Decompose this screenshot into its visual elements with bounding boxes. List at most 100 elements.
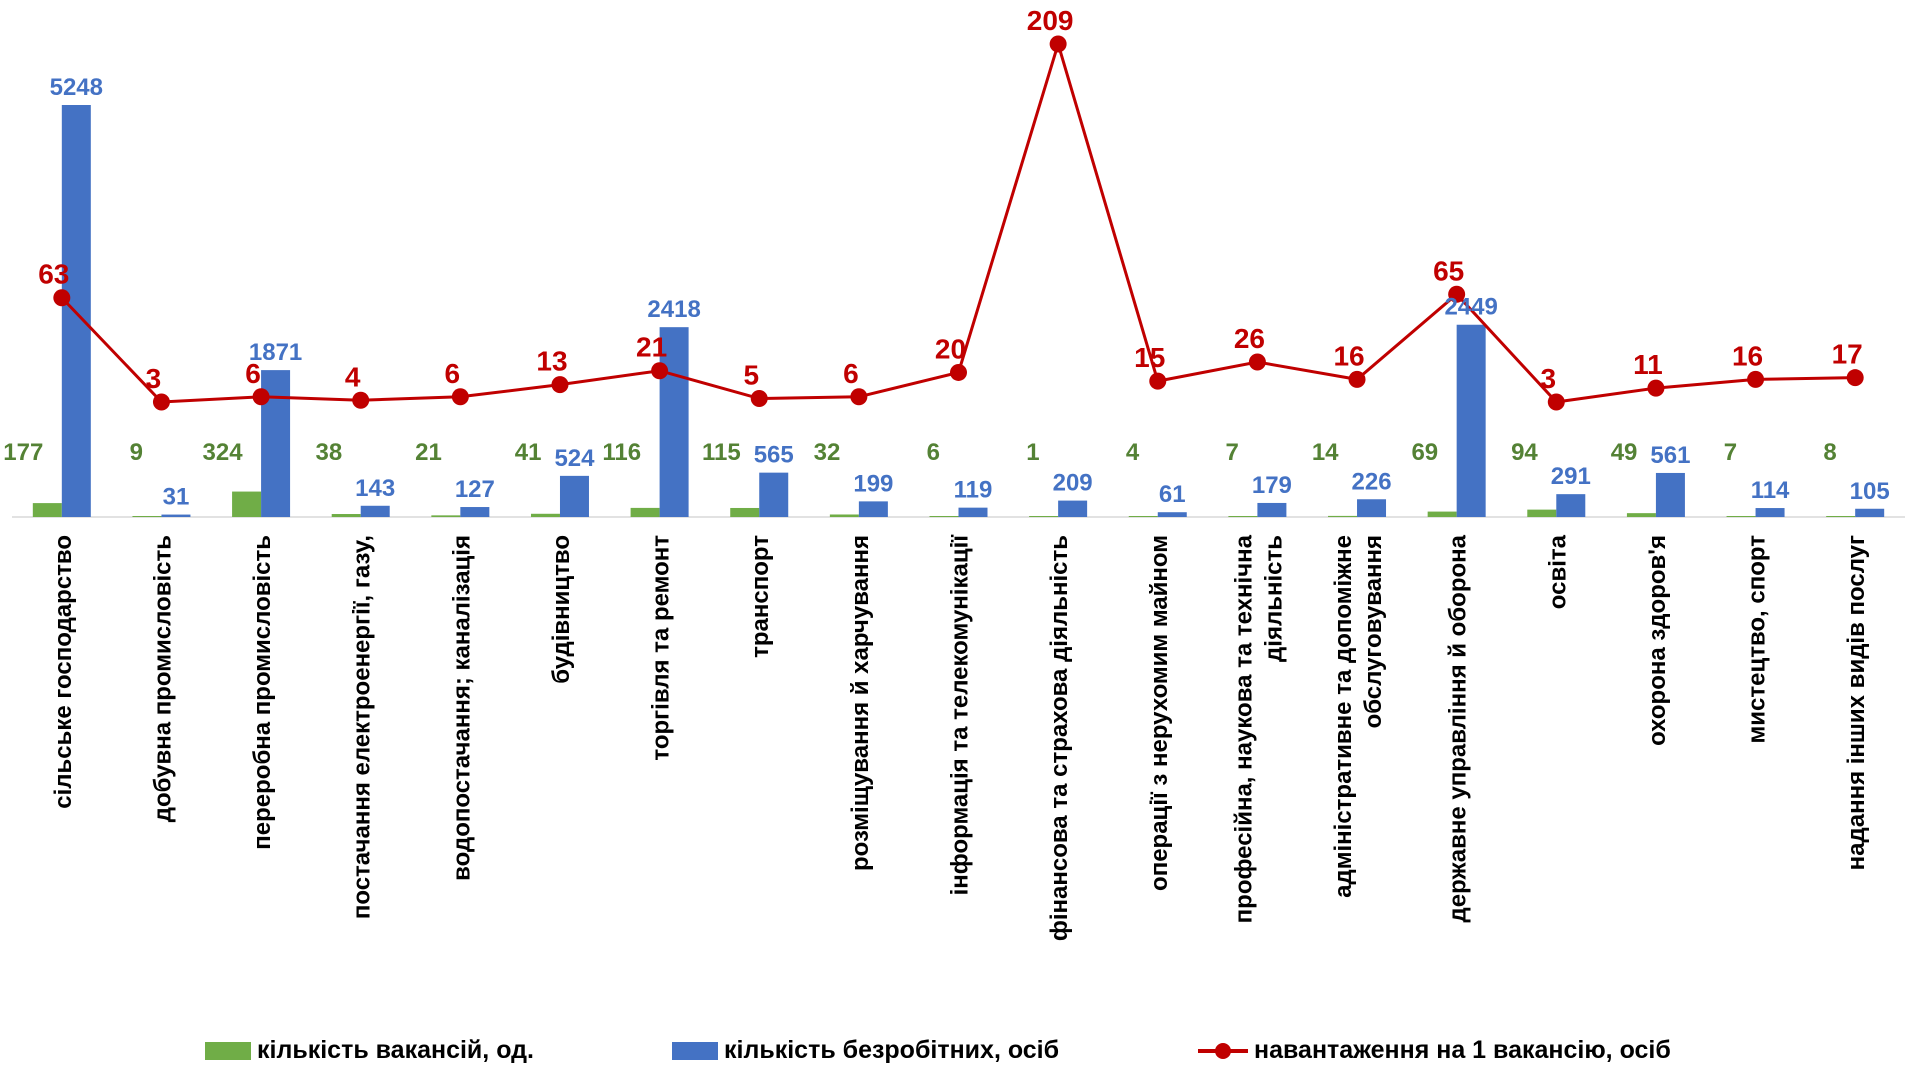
data-label-vacancies: 14 bbox=[1312, 439, 1339, 466]
data-label-vacancies: 115 bbox=[702, 439, 741, 466]
x-tick-label: надання інших видів послуг bbox=[1843, 535, 1870, 870]
bar-unemployed bbox=[1157, 512, 1187, 517]
data-label-vacancies: 8 bbox=[1823, 439, 1836, 466]
x-tick-label: розміщування й харчування bbox=[847, 535, 874, 871]
data-label-unemployed: 226 bbox=[1352, 468, 1392, 495]
x-tick-label: добувна промисловість bbox=[149, 535, 176, 822]
bar-unemployed bbox=[759, 472, 789, 517]
bar-vacancies bbox=[829, 514, 859, 517]
x-tick-label: постачання електроенергії, газу, bbox=[349, 535, 376, 919]
x-tick-label: обслуговування bbox=[1360, 535, 1387, 728]
data-label-unemployed: 291 bbox=[1551, 463, 1591, 490]
bar-vacancies bbox=[132, 516, 162, 517]
data-label-unemployed: 209 bbox=[1053, 470, 1093, 497]
data-label-unemployed: 143 bbox=[355, 475, 395, 502]
legend-item-unemployed: кількість безробітних, осіб bbox=[672, 1036, 1059, 1065]
legend-swatch-load bbox=[1198, 1041, 1248, 1061]
x-tick-label: будівництво bbox=[548, 535, 575, 684]
bar-vacancies bbox=[1626, 513, 1656, 517]
x-tick-label: фінансова та страхова діяльність bbox=[1046, 535, 1073, 941]
data-label-vacancies: 7 bbox=[1226, 439, 1239, 466]
data-label-load: 65 bbox=[1433, 255, 1464, 286]
bar-vacancies bbox=[730, 507, 760, 517]
x-tick-label: професійна, наукова та технічна bbox=[1230, 534, 1257, 923]
data-label-load: 13 bbox=[536, 346, 567, 377]
marker-load bbox=[1248, 353, 1266, 371]
bar-vacancies bbox=[32, 503, 62, 517]
bar-unemployed bbox=[1655, 472, 1685, 517]
data-label-vacancies: 9 bbox=[130, 439, 143, 466]
bar-unemployed bbox=[1257, 502, 1287, 517]
data-label-load: 17 bbox=[1832, 339, 1863, 370]
marker-load bbox=[252, 388, 270, 406]
legend-label-vacancies: кількість вакансій, од. bbox=[257, 1036, 534, 1064]
bar-vacancies bbox=[1826, 516, 1856, 517]
data-label-vacancies: 6 bbox=[927, 439, 940, 466]
legend-label-unemployed: кількість безробітних, осіб bbox=[724, 1036, 1060, 1064]
data-label-vacancies: 324 bbox=[203, 439, 244, 466]
data-label-load: 63 bbox=[38, 259, 69, 290]
marker-load bbox=[1647, 379, 1665, 397]
bar-unemployed bbox=[1357, 499, 1387, 517]
data-label-unemployed: 2449 bbox=[1444, 294, 1497, 321]
bar-unemployed bbox=[1058, 500, 1088, 517]
bar-unemployed bbox=[1755, 508, 1785, 517]
data-label-load: 6 bbox=[245, 358, 261, 389]
data-label-load: 5 bbox=[743, 360, 759, 391]
data-label-unemployed: 61 bbox=[1159, 481, 1186, 508]
marker-load bbox=[451, 388, 469, 406]
data-label-unemployed: 565 bbox=[754, 442, 794, 469]
legend: кількість вакансій, од. кількість безроб… bbox=[0, 1036, 1915, 1070]
data-label-load: 6 bbox=[445, 358, 461, 389]
data-label-load: 4 bbox=[345, 361, 361, 392]
data-label-load: 3 bbox=[1541, 363, 1557, 394]
data-label-load: 16 bbox=[1333, 340, 1364, 371]
bar-vacancies bbox=[331, 514, 361, 517]
bar-vacancies bbox=[1128, 516, 1158, 517]
marker-load bbox=[352, 391, 370, 409]
bar-vacancies bbox=[530, 513, 560, 517]
legend-label-load: навантаження на 1 вакансію, осіб bbox=[1254, 1036, 1671, 1064]
data-label-vacancies: 7 bbox=[1724, 439, 1737, 466]
marker-load bbox=[651, 362, 669, 380]
data-label-load: 16 bbox=[1732, 340, 1763, 371]
x-tick-label: охорона здоров'я bbox=[1644, 535, 1671, 746]
data-label-vacancies: 94 bbox=[1511, 439, 1538, 466]
bar-vacancies bbox=[1228, 516, 1258, 517]
marker-load bbox=[1846, 369, 1864, 387]
data-label-unemployed: 179 bbox=[1252, 472, 1292, 499]
x-tick-label: освіта bbox=[1544, 534, 1571, 609]
x-tick-label: інформація та телекомунікації bbox=[947, 534, 974, 896]
marker-load bbox=[1348, 370, 1366, 388]
data-label-unemployed: 1871 bbox=[249, 339, 302, 366]
bar-vacancies bbox=[1427, 511, 1457, 517]
bar-vacancies bbox=[431, 515, 461, 517]
data-label-vacancies: 21 bbox=[415, 439, 442, 466]
marker-load bbox=[1448, 285, 1466, 303]
data-label-vacancies: 38 bbox=[316, 439, 343, 466]
data-label-unemployed: 31 bbox=[163, 484, 190, 511]
data-label-load: 209 bbox=[1027, 5, 1074, 36]
data-label-unemployed: 524 bbox=[554, 445, 595, 472]
bar-vacancies bbox=[1029, 516, 1059, 517]
bar-vacancies bbox=[1726, 516, 1756, 517]
marker-load bbox=[1049, 35, 1067, 53]
legend-swatch-vacancies bbox=[205, 1041, 251, 1060]
bar-unemployed bbox=[161, 514, 191, 517]
data-label-unemployed: 199 bbox=[853, 470, 893, 497]
bar-unemployed bbox=[858, 501, 888, 517]
bar-unemployed bbox=[659, 327, 689, 517]
x-tick-label: транспорт bbox=[747, 535, 774, 658]
x-tick-label: діяльність bbox=[1260, 535, 1287, 662]
bar-unemployed bbox=[360, 505, 390, 517]
data-label-vacancies: 177 bbox=[3, 439, 43, 466]
bar-unemployed bbox=[559, 475, 589, 517]
bar-unemployed bbox=[460, 507, 490, 517]
legend-item-vacancies: кількість вакансій, од. bbox=[205, 1036, 534, 1065]
bar-vacancies bbox=[1328, 515, 1358, 517]
marker-load bbox=[551, 376, 569, 394]
data-label-vacancies: 32 bbox=[814, 439, 841, 466]
marker-load bbox=[950, 363, 967, 381]
x-tick-label: мистецтво, спорт bbox=[1744, 535, 1771, 744]
data-label-vacancies: 69 bbox=[1411, 439, 1438, 466]
